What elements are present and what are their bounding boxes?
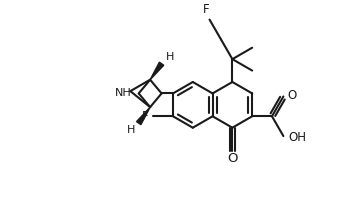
Text: NH: NH: [115, 88, 132, 98]
Text: H: H: [126, 125, 135, 135]
Text: F: F: [142, 110, 148, 123]
Text: O: O: [287, 89, 296, 102]
Polygon shape: [150, 62, 164, 80]
Text: OH: OH: [288, 131, 306, 143]
Text: F: F: [203, 3, 210, 16]
Polygon shape: [136, 107, 150, 125]
Text: O: O: [227, 152, 238, 165]
Text: H: H: [165, 52, 174, 62]
